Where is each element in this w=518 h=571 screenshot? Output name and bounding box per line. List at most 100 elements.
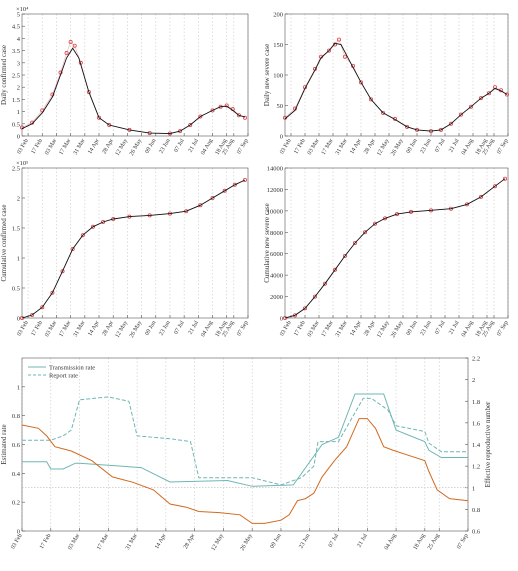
observed-point <box>492 184 497 189</box>
fitted-line <box>284 42 508 132</box>
x-tick-label: 26 May <box>390 138 404 157</box>
x-tick-label: 07 Sep <box>236 138 249 155</box>
observed-point <box>97 115 102 120</box>
x-tick-label: 14 Apr <box>154 533 167 550</box>
x-tick-label: 03 Feb <box>10 533 23 550</box>
x-tick-label: 17 Feb <box>293 138 306 155</box>
observed-point <box>72 43 77 48</box>
observed-point <box>504 92 509 97</box>
observed-trace <box>284 178 506 319</box>
x-tick-label: 17 Feb <box>31 138 44 155</box>
y-tick-label: 0.8 <box>12 413 20 420</box>
x-tick-label: 12 May <box>376 138 390 157</box>
y2-tick-label: 1.8 <box>472 399 480 406</box>
observed-point <box>332 267 337 272</box>
x-tick-label: 03 Feb <box>279 138 292 155</box>
x-tick-label: 09 Jun <box>144 320 157 337</box>
observed-point <box>210 108 215 113</box>
legend-label: Report rate <box>49 372 78 379</box>
y2-tick-label: 2 <box>472 377 475 384</box>
observed-point <box>342 253 347 258</box>
observed-point <box>70 246 75 251</box>
observed-point <box>458 112 463 117</box>
x-tick-label: 03 Mar <box>307 320 321 338</box>
x-tick-label: 23 Jun <box>159 320 172 337</box>
x-tick-label: 04 Aug <box>384 533 398 551</box>
y-tick-label: 0 <box>280 316 283 323</box>
x-tick-label: 03 Mar <box>44 138 58 156</box>
x-tick-label: 03 Feb <box>16 320 29 337</box>
observed-point <box>222 188 227 193</box>
y-tick-label: 1 <box>17 109 20 116</box>
observed-point <box>362 230 367 235</box>
y-tick-label: 10000 <box>267 208 283 215</box>
fitted-line <box>284 178 506 319</box>
x-tick-label: 09 Jun <box>406 320 419 337</box>
x-tick-label: 12 May <box>211 533 225 552</box>
x-tick-label: 07 Sep <box>456 533 469 550</box>
y-tick-label: 4.5 <box>12 24 20 31</box>
observed-point <box>90 224 95 229</box>
observed-point <box>322 281 327 286</box>
x-tick-label: 03 Feb <box>279 320 292 337</box>
observed-point <box>64 51 69 56</box>
x-tick-label: 12 May <box>376 320 390 339</box>
x-tick-label: 03 Mar <box>307 138 321 156</box>
x-tick-label: 26 May <box>239 533 253 552</box>
y-tick-label: 12000 <box>267 187 283 194</box>
y-axis-label: Cumulative confirmed case <box>0 205 8 282</box>
chart-5: 0 0.2 0.4 0.6 0.8 1 0.6 0.8 1 1.2 1.4 1.6 1.8 2 2.2 03 … <box>0 356 492 553</box>
observed-point <box>242 115 247 120</box>
x-tick-label: 21 Jul <box>448 320 461 336</box>
x-tick-label: 21 Jul <box>188 320 201 336</box>
x-tick-label: 07 Sep <box>496 138 509 155</box>
observed-point <box>368 97 373 102</box>
x-tick-label: 17 Mar <box>321 138 335 156</box>
observed-point <box>50 290 55 295</box>
observed-point <box>312 294 317 299</box>
y2-tick-label: 0.8 <box>472 507 480 514</box>
chart-1: 0 0.5 1 1.5 2 2.5 3 3.5 4 4.5 5×10⁴ 03 Feb 17 Feb 03 … <box>0 6 250 157</box>
y-tick-label: 1.5 <box>12 97 20 104</box>
y-tick-label: 1 <box>17 256 20 263</box>
observed-trace <box>21 179 246 319</box>
y-tick-label: 2000 <box>270 294 283 301</box>
x-tick-label: 31 Mar <box>125 533 139 551</box>
x-tick-label: 23 Jun <box>420 320 433 337</box>
fitted-line <box>21 47 246 135</box>
y-axis-label: Cumulative new severe case <box>263 203 271 283</box>
x-tick-label: 26 May <box>129 320 143 339</box>
y-tick-label: 0.4 <box>12 471 21 478</box>
observed-point <box>382 216 387 221</box>
x-tick-label: 07 Sep <box>236 320 249 337</box>
axes-frame <box>21 13 249 137</box>
x-tick-label: 07 Jul <box>434 320 447 336</box>
y-tick-label: 3.5 <box>12 48 20 55</box>
observed-point <box>336 37 341 42</box>
x-tick-label: 17 Mar <box>58 138 72 156</box>
y-tick-label: 0.5 <box>12 121 20 128</box>
x-tick-label: 07 Jul <box>173 138 186 154</box>
x-tick-label: 17 Mar <box>321 320 335 338</box>
observed-point <box>60 269 65 274</box>
series-report-rate <box>22 396 468 486</box>
x-tick-label: 23 Jun <box>298 533 311 550</box>
x-tick-label: 04 Aug <box>200 320 214 338</box>
y-axis-label: Estimated rate <box>0 424 8 464</box>
x-tick-label: 14 Apr <box>87 138 100 155</box>
series-effective-reproductive-number <box>21 418 469 524</box>
chart-3: 0 0.5 1 1.5 2 2.5×10⁵ 03 Feb 17 Feb 03 Mar 17 Mar… <box>0 160 250 339</box>
x-tick-label: 26 May <box>390 320 404 339</box>
observed-point <box>468 104 473 109</box>
x-tick-label: 03 Feb <box>16 138 29 155</box>
x-tick-label: 04 Aug <box>200 138 214 156</box>
y-tick-label: 100 <box>273 73 283 80</box>
x-tick-label: 03 Mar <box>67 533 81 551</box>
x-tick-label: 31 Mar <box>335 138 349 156</box>
x-tick-label: 28 Apr <box>363 320 376 337</box>
x-tick-label: 17 Feb <box>293 320 306 337</box>
y-tick-label: 0 <box>280 134 283 141</box>
x-tick-label: 14 Apr <box>87 320 100 337</box>
x-tick-label: 14 Apr <box>349 320 362 337</box>
